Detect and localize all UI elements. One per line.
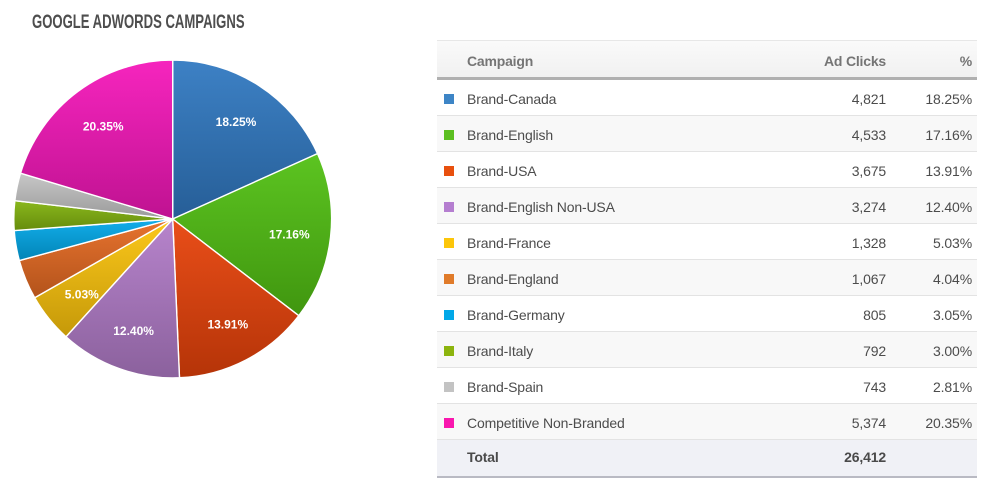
svg-text:20.35%: 20.35%: [83, 120, 124, 134]
svg-text:18.25%: 18.25%: [216, 115, 257, 129]
svg-text:5.03%: 5.03%: [65, 287, 99, 301]
svg-text:13.91%: 13.91%: [207, 317, 248, 331]
svg-text:12.40%: 12.40%: [113, 324, 154, 338]
svg-text:17.16%: 17.16%: [269, 227, 310, 241]
